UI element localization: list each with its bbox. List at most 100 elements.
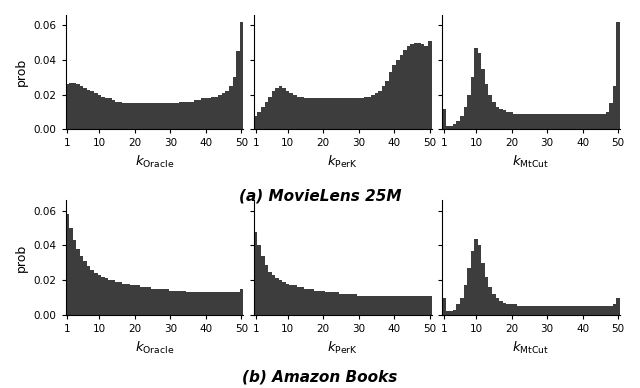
- Bar: [289, 286, 293, 315]
- Bar: [257, 112, 261, 130]
- Bar: [236, 292, 240, 315]
- Bar: [296, 97, 300, 130]
- Bar: [261, 256, 264, 315]
- Bar: [264, 102, 268, 130]
- X-axis label: $k_\mathrm{Oracle}$: $k_\mathrm{Oracle}$: [134, 340, 174, 355]
- Bar: [165, 289, 168, 315]
- Bar: [549, 114, 552, 130]
- Bar: [591, 306, 595, 315]
- Text: (b) Amazon Books: (b) Amazon Books: [243, 369, 397, 384]
- Bar: [101, 97, 105, 130]
- Bar: [94, 273, 97, 315]
- Bar: [200, 292, 204, 315]
- Bar: [559, 114, 563, 130]
- Bar: [83, 88, 87, 130]
- Bar: [605, 112, 609, 130]
- Bar: [208, 98, 211, 130]
- Bar: [520, 306, 524, 315]
- Bar: [360, 98, 364, 130]
- Bar: [350, 98, 353, 130]
- Bar: [332, 292, 335, 315]
- Bar: [225, 292, 229, 315]
- Bar: [204, 98, 208, 130]
- Bar: [417, 43, 421, 130]
- Bar: [65, 214, 69, 315]
- Bar: [73, 240, 76, 315]
- Bar: [183, 291, 186, 315]
- Bar: [442, 298, 446, 315]
- Bar: [303, 98, 307, 130]
- Bar: [76, 84, 80, 130]
- Bar: [140, 104, 144, 130]
- Bar: [218, 292, 222, 315]
- Bar: [520, 114, 524, 130]
- Bar: [332, 98, 335, 130]
- Bar: [321, 98, 325, 130]
- Y-axis label: prob: prob: [15, 244, 28, 272]
- Bar: [158, 289, 161, 315]
- Bar: [403, 50, 406, 130]
- Bar: [176, 291, 179, 315]
- Bar: [410, 45, 414, 130]
- Bar: [556, 114, 559, 130]
- Bar: [254, 116, 257, 130]
- Bar: [478, 53, 481, 130]
- Bar: [296, 287, 300, 315]
- Bar: [208, 292, 211, 315]
- Bar: [584, 114, 588, 130]
- Bar: [552, 306, 556, 315]
- Bar: [499, 301, 502, 315]
- Bar: [595, 306, 598, 315]
- Bar: [495, 107, 499, 130]
- Bar: [399, 55, 403, 130]
- Bar: [584, 306, 588, 315]
- Bar: [172, 104, 176, 130]
- Bar: [541, 114, 545, 130]
- Bar: [232, 78, 236, 130]
- Bar: [577, 306, 581, 315]
- Bar: [211, 292, 215, 315]
- Bar: [364, 97, 367, 130]
- Bar: [396, 296, 399, 315]
- Bar: [414, 296, 417, 315]
- Bar: [588, 114, 591, 130]
- Bar: [513, 305, 517, 315]
- Bar: [168, 291, 172, 315]
- Bar: [559, 306, 563, 315]
- Bar: [449, 312, 453, 315]
- Bar: [108, 280, 112, 315]
- Bar: [129, 286, 133, 315]
- Bar: [286, 284, 289, 315]
- Bar: [453, 310, 456, 315]
- Bar: [517, 306, 520, 315]
- Bar: [115, 282, 119, 315]
- Bar: [126, 104, 129, 130]
- Bar: [492, 102, 495, 130]
- Bar: [531, 114, 534, 130]
- Bar: [598, 306, 602, 315]
- Bar: [186, 292, 190, 315]
- Bar: [147, 287, 151, 315]
- Bar: [321, 291, 325, 315]
- Bar: [268, 97, 271, 130]
- Bar: [293, 95, 296, 130]
- X-axis label: $k_\mathrm{PerK}$: $k_\mathrm{PerK}$: [327, 154, 358, 170]
- Bar: [69, 83, 73, 130]
- Bar: [367, 97, 371, 130]
- Bar: [229, 86, 232, 130]
- Bar: [133, 286, 137, 315]
- Bar: [612, 86, 616, 130]
- Bar: [612, 305, 616, 315]
- Bar: [314, 291, 318, 315]
- Bar: [115, 102, 119, 130]
- Bar: [137, 104, 140, 130]
- Bar: [513, 114, 517, 130]
- Bar: [374, 93, 378, 130]
- X-axis label: $k_\mathrm{MtCut}$: $k_\mathrm{MtCut}$: [513, 154, 550, 170]
- Bar: [502, 110, 506, 130]
- Bar: [414, 43, 417, 130]
- Bar: [94, 93, 97, 130]
- Bar: [119, 102, 122, 130]
- Bar: [179, 102, 183, 130]
- X-axis label: $k_\mathrm{PerK}$: $k_\mathrm{PerK}$: [327, 340, 358, 355]
